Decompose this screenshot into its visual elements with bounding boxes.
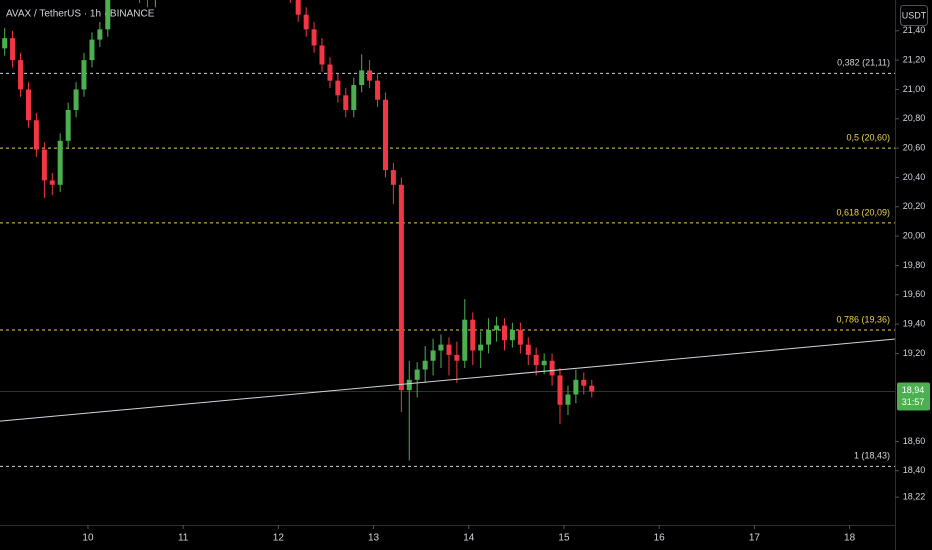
candle-body <box>525 344 531 355</box>
candle-body <box>390 170 396 185</box>
currency-label[interactable]: USDT <box>902 10 927 20</box>
y-tick-label: 21,40 <box>903 25 926 35</box>
candle-body <box>462 319 468 361</box>
y-tick-label: 18,22 <box>903 492 926 502</box>
candle-body <box>589 385 595 392</box>
y-tick-label: 19,20 <box>903 348 926 358</box>
fib-label: 0,786 (19,36) <box>836 314 890 324</box>
countdown-label: 31:57 <box>902 397 925 407</box>
y-tick-label: 20,60 <box>903 142 926 152</box>
y-tick-label: 21,20 <box>903 55 926 65</box>
candle-body <box>375 80 381 100</box>
candle-body <box>10 38 16 61</box>
candle-body <box>303 14 309 30</box>
candle-body <box>97 29 103 40</box>
y-tick-label: 19,60 <box>903 289 926 299</box>
candle-body <box>438 344 444 351</box>
candle-body <box>422 360 428 370</box>
y-tick-label: 20,20 <box>903 201 926 211</box>
candle-body <box>2 38 8 49</box>
candle-body <box>414 369 420 380</box>
y-tick-label: 18,40 <box>903 465 926 475</box>
y-tick-label: 21,00 <box>903 84 926 94</box>
candle-body <box>73 89 79 110</box>
candle-body <box>501 325 507 341</box>
x-tick-label: 15 <box>558 533 570 544</box>
currency-box[interactable] <box>900 5 928 26</box>
candle-body <box>367 70 373 81</box>
candle-body <box>573 379 579 395</box>
candle-body <box>295 0 301 15</box>
candle-body <box>327 64 333 81</box>
x-tick-label: 14 <box>463 533 475 544</box>
x-tick-label: 16 <box>654 533 666 544</box>
candle-body <box>49 180 55 185</box>
last-price-label: 18,94 <box>902 385 925 395</box>
candle-body <box>319 45 325 65</box>
candle-body <box>517 329 523 345</box>
chart-title: AVAX / TetherUS · 1h · BINANCE <box>6 9 155 20</box>
candle-body <box>494 325 500 330</box>
candle-body <box>549 360 555 376</box>
candle-body <box>89 39 95 61</box>
candle-body <box>509 329 515 341</box>
candle-body <box>311 29 317 46</box>
x-tick-label: 18 <box>844 533 856 544</box>
candle-body <box>470 319 476 351</box>
fib-label: 0,618 (20,09) <box>836 207 890 217</box>
candle-body <box>81 60 87 90</box>
candle-body <box>25 89 31 121</box>
candle-body <box>398 184 404 391</box>
candle-body <box>18 60 24 90</box>
y-tick-label: 20,40 <box>903 172 926 182</box>
x-tick-label: 12 <box>273 533 285 544</box>
candle-body <box>65 109 71 141</box>
candle-body <box>359 70 365 86</box>
candle-body <box>335 80 341 96</box>
x-tick-label: 11 <box>178 533 189 544</box>
x-tick-label: 17 <box>749 533 761 544</box>
y-tick-label: 20,80 <box>903 113 926 123</box>
x-tick-label: 10 <box>82 533 94 544</box>
candle-body <box>533 354 539 366</box>
candle-body <box>565 394 571 405</box>
fib-label: 1 (18,43) <box>854 451 890 461</box>
candle-body <box>105 0 111 30</box>
candle-body <box>486 329 492 345</box>
candle-body <box>581 379 587 386</box>
x-tick-label: 13 <box>368 533 380 544</box>
y-tick-label: 18,60 <box>903 436 926 446</box>
candle-body <box>406 379 412 391</box>
candle-body <box>33 120 39 150</box>
trend-line <box>0 338 895 422</box>
candle-body <box>57 140 63 185</box>
y-tick-label: 19,40 <box>903 318 926 328</box>
axes: 21,40 21,20 21,00 20,80 20,60 20,40 20,20 20,00… <box>82 25 930 544</box>
candle-body <box>343 95 349 110</box>
candle-body <box>41 149 47 181</box>
fib-label: 0,5 (20,60) <box>846 132 890 142</box>
candle-body <box>382 99 388 171</box>
candle-body <box>478 344 484 351</box>
candle-body <box>557 375 563 405</box>
candle-body <box>351 85 357 110</box>
candle-body <box>430 350 436 361</box>
candle-body <box>541 360 547 366</box>
candle-body <box>446 344 452 355</box>
candle-body <box>454 354 460 361</box>
plot-area: 0,382 (21,11) 0,5 (20,60) 0,618 (20,09) 0,7… <box>0 0 895 467</box>
last-price-box <box>897 382 930 411</box>
fib-label: 0,382 (21,11) <box>837 58 890 68</box>
y-tick-label: 19,80 <box>903 260 926 270</box>
y-tick-label: 20,00 <box>903 230 926 240</box>
